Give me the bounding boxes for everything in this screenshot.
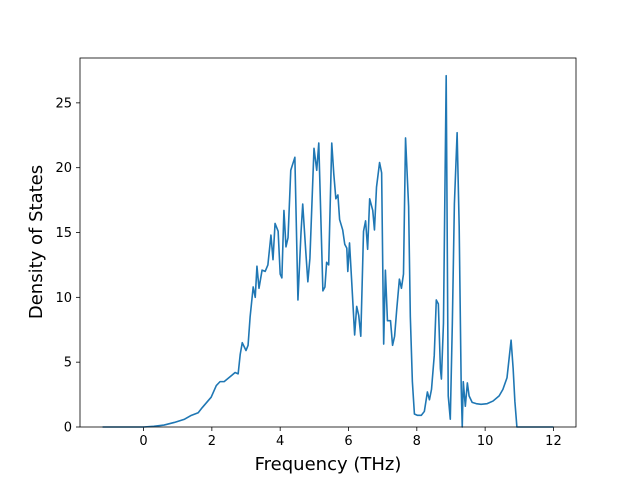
y-tick-label: 25 bbox=[55, 96, 72, 111]
x-tick-label: 8 bbox=[413, 434, 421, 449]
x-axis-label: Frequency (THz) bbox=[255, 454, 402, 475]
y-axis-label: Density of States bbox=[26, 165, 47, 319]
y-tick-label: 10 bbox=[55, 291, 72, 306]
y-tick-label: 0 bbox=[64, 421, 72, 436]
x-tick-label: 6 bbox=[344, 434, 352, 449]
x-tick-label: 0 bbox=[139, 434, 147, 449]
y-tick-label: 5 bbox=[64, 356, 72, 371]
x-tick-label: 12 bbox=[545, 434, 562, 449]
x-tick-label: 4 bbox=[276, 434, 284, 449]
y-tick-label: 20 bbox=[55, 161, 72, 176]
x-tick-label: 2 bbox=[208, 434, 216, 449]
y-tick-label: 15 bbox=[55, 226, 72, 241]
line-series bbox=[102, 74, 554, 428]
x-tick-label: 10 bbox=[477, 434, 494, 449]
plot-frame bbox=[79, 57, 577, 428]
